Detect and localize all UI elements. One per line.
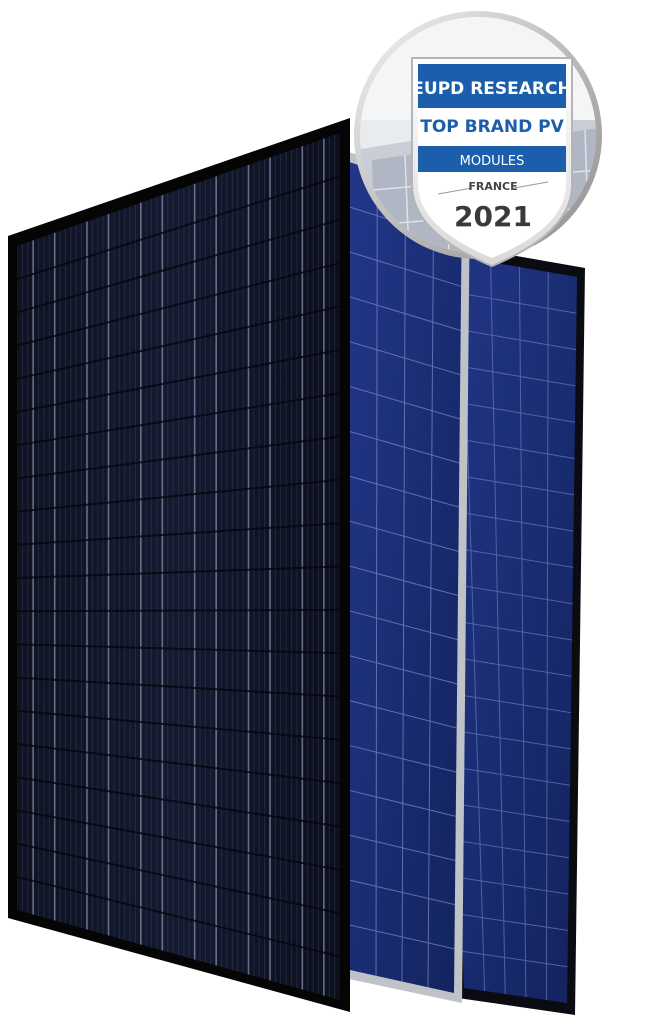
badge-year: 2021 xyxy=(454,200,532,233)
front-panel-grid xyxy=(16,134,341,999)
badge-category: MODULES xyxy=(460,154,525,169)
badge-title: EUPD RESEARCH xyxy=(412,79,571,99)
badge-subtitle: TOP BRAND PV xyxy=(420,117,564,137)
front-panel xyxy=(8,118,350,1012)
badge-country: FRANCE xyxy=(468,180,517,193)
middle-panel-grid xyxy=(348,170,462,988)
back-panel-cells xyxy=(433,252,577,1003)
middle-panel xyxy=(342,150,470,1003)
